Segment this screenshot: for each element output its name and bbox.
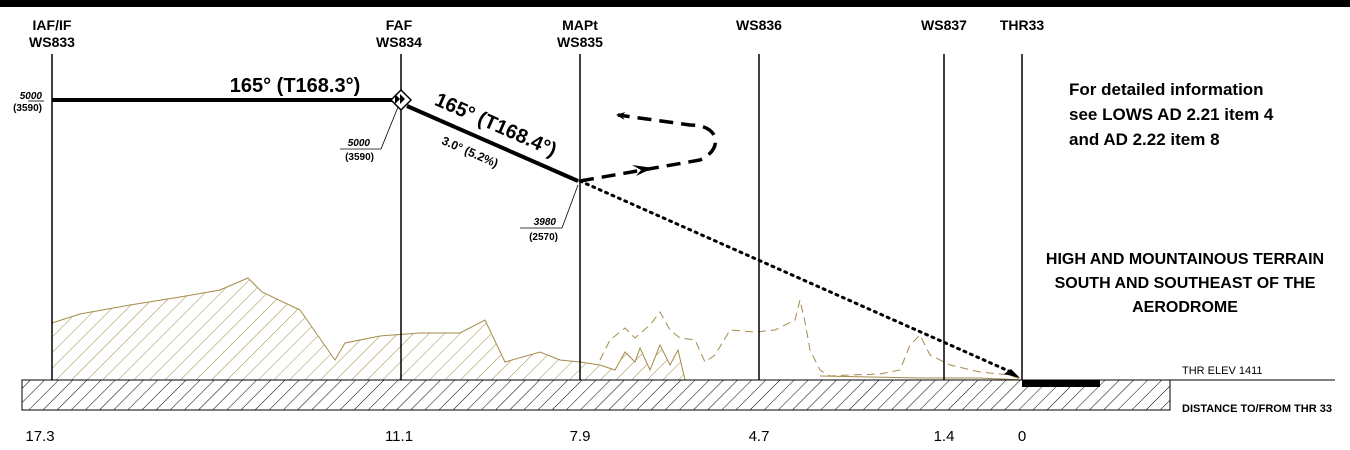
iaf-altitude-annotation: 5000 (3590) (13, 91, 44, 114)
initial-course-label: 165° (T168.3°) (230, 75, 361, 97)
terrain-warning-line2: SOUTH AND SOUTHEAST OF THE (1055, 275, 1316, 292)
distance-scale-bar (21, 379, 1171, 411)
fix-label-ws836: WS836 (736, 17, 782, 33)
glidepath-label: 3.0° (5.2%) (440, 133, 501, 170)
mapt-height: (2570) (529, 232, 558, 243)
glidepath-label-group: 3.0° (5.2%) (440, 133, 501, 170)
distance-iaf: 17.3 (25, 428, 54, 445)
fix-label-mapt-line1: MAPt (562, 17, 598, 33)
fix-label-faf-line2: WS834 (376, 34, 422, 50)
distance-thr33: 0 (1018, 428, 1026, 445)
fix-label-faf-line1: FAF (386, 17, 413, 33)
terrain-profile-solid (51, 277, 697, 381)
iaf-altitude: 5000 (20, 91, 43, 102)
info-note-line2: see LOWS AD 2.21 item 4 (1069, 105, 1274, 124)
threshold-elevation-label: THR ELEV 1411 (1182, 365, 1263, 377)
fix-label-ws837: WS837 (921, 17, 967, 33)
faf-altitude: 5000 (348, 138, 371, 149)
final-descent-line (406, 104, 579, 183)
top-border-band (0, 0, 1350, 7)
distance-mapt: 7.9 (570, 428, 591, 445)
fix-label-iaf-line2: WS833 (29, 34, 75, 50)
missed-approach-mid-arrow (632, 165, 653, 176)
faf-waypoint-icon (389, 88, 413, 112)
fix-label-iaf-line1: IAF/IF (33, 17, 72, 33)
fix-label-mapt-line2: WS835 (557, 34, 603, 50)
visual-descent-dotted-line (578, 179, 1013, 374)
faf-altitude-annotation: 5000 (3590) (340, 106, 399, 163)
missed-approach-path (579, 112, 718, 183)
mapt-altitude: 3980 (534, 217, 557, 228)
terrain-warning-line3: AERODROME (1132, 299, 1238, 316)
info-note-line1: For detailed information (1069, 80, 1264, 99)
distance-faf: 11.1 (385, 428, 413, 445)
threshold-arrow-icon (1004, 369, 1020, 378)
faf-height: (3590) (345, 152, 374, 163)
fix-label-thr33: THR33 (1000, 17, 1045, 33)
terrain-profile-dashed (599, 299, 1023, 381)
iaf-height: (3590) (13, 103, 42, 114)
terrain-warning-line1: HIGH AND MOUNTAINOUS TERRAIN (1046, 251, 1324, 268)
distance-ws837: 1.4 (934, 428, 955, 445)
distance-scale-label: DISTANCE TO/FROM THR 33 (1182, 403, 1332, 415)
distance-ws836: 4.7 (749, 428, 770, 445)
mapt-altitude-annotation: 3980 (2570) (520, 184, 579, 243)
info-note-line3: and AD 2.22 item 8 (1069, 130, 1220, 149)
terrain-low-ground (819, 375, 1023, 381)
